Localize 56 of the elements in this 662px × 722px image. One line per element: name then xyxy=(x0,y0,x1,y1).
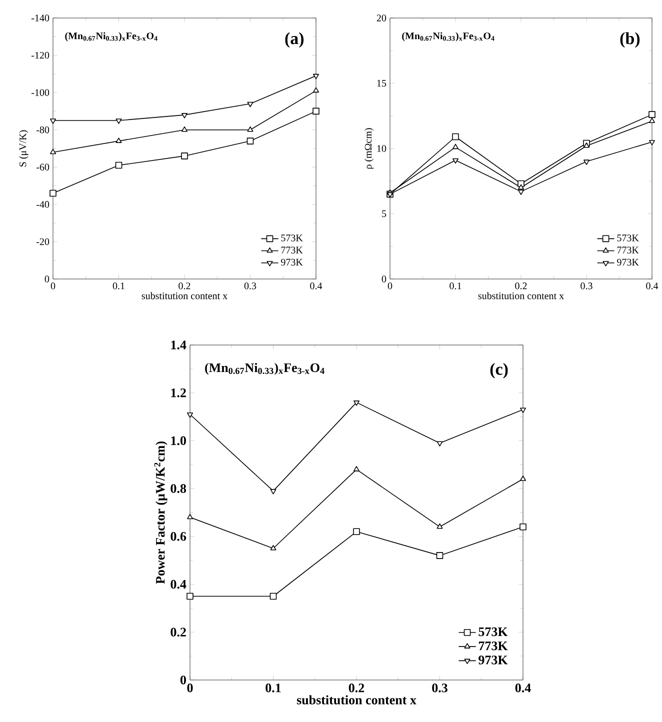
text: (Mn$_{0.67}$Ni$_{0.33}$)$_{x}$Fe$_{3-x}$O$_{4}$ xyxy=(402,32,495,42)
y-tick-label: -100 xyxy=(32,89,50,96)
y-tick-label: 0 xyxy=(45,276,50,282)
y-tick-label: -140 xyxy=(32,14,50,22)
y-tick-label: -20 xyxy=(36,238,50,246)
legend-label: 773K xyxy=(479,642,508,650)
x-tick-label: 0.3 xyxy=(432,684,448,692)
y-tick-label: 5 xyxy=(382,210,386,218)
y-tick-label: 0.2 xyxy=(170,628,186,637)
y-tick-label: -40 xyxy=(36,201,50,208)
x-tick-label: 0.3 xyxy=(244,282,256,290)
y-tick-label: 20 xyxy=(377,14,386,22)
y-tick-label: 15 xyxy=(378,80,386,87)
x-tick-label: 0 xyxy=(187,684,193,692)
x-axis-title: substitution content x xyxy=(478,292,564,300)
legend-label: 773K xyxy=(618,246,640,254)
x-axis-title: substitution content x xyxy=(142,292,228,300)
x-tick-label: 0 xyxy=(388,282,392,290)
legend-label: 973K xyxy=(617,258,640,266)
annotation: (c) xyxy=(490,362,508,378)
y-tick-label: 0 xyxy=(180,676,186,684)
y-tick-label: 0.6 xyxy=(170,532,186,541)
x-tick-label: 0.3 xyxy=(580,282,593,290)
y-tick-label: 0.8 xyxy=(170,484,186,493)
legend-label: 573K xyxy=(478,627,508,636)
y-axis-title: ρ (mΩcm) xyxy=(364,128,374,169)
y-axis-title: S (μV/K) xyxy=(19,130,28,166)
y-tick-label: -120 xyxy=(32,52,50,59)
x-tick-label: 0.1 xyxy=(113,282,125,290)
legend-label: 573K xyxy=(281,234,304,242)
y-tick-label: 10 xyxy=(378,145,386,152)
y-tick-label: 1.0 xyxy=(171,436,186,446)
y-axis-title: Power Factor (μW/K$^{2}$cm) xyxy=(154,442,168,584)
y-tick-label: 0 xyxy=(382,276,386,282)
y-tick-label: -80 xyxy=(36,126,50,134)
x-tick-label: 0.2 xyxy=(349,684,364,692)
x-tick-label: 0.1 xyxy=(266,684,281,692)
legend-label: 573K xyxy=(618,234,640,242)
y-tick-label: -60 xyxy=(36,164,50,171)
text: (Mn$_{0.67}$Ni$_{0.33}$)$_{x}$Fe$_{3-x}$O$_{4}$ xyxy=(65,32,158,42)
x-tick-label: 0 xyxy=(51,282,56,290)
annotation: (a) xyxy=(285,32,304,48)
x-tick-label: 0.4 xyxy=(310,282,322,290)
x-tick-label: 0.4 xyxy=(646,282,658,290)
x-tick-label: 0.2 xyxy=(515,282,527,290)
legend-label: 973K xyxy=(281,258,304,266)
x-tick-label: 0.4 xyxy=(516,684,532,692)
annotation: (b) xyxy=(620,32,640,48)
x-axis-title: substitution content x xyxy=(297,695,417,704)
y-tick-label: 1.4 xyxy=(171,340,186,350)
x-tick-label: 0.1 xyxy=(450,282,462,290)
y-tick-label: 0.4 xyxy=(170,580,186,589)
legend-label: 773K xyxy=(282,246,304,254)
y-tick-label: 1.2 xyxy=(171,388,186,398)
text: (Mn$_{0.67}$Ni$_{0.33}$)$_{x}$Fe$_{3-x}$O$_{4}$ xyxy=(205,362,325,375)
legend-label: 973K xyxy=(478,656,508,664)
